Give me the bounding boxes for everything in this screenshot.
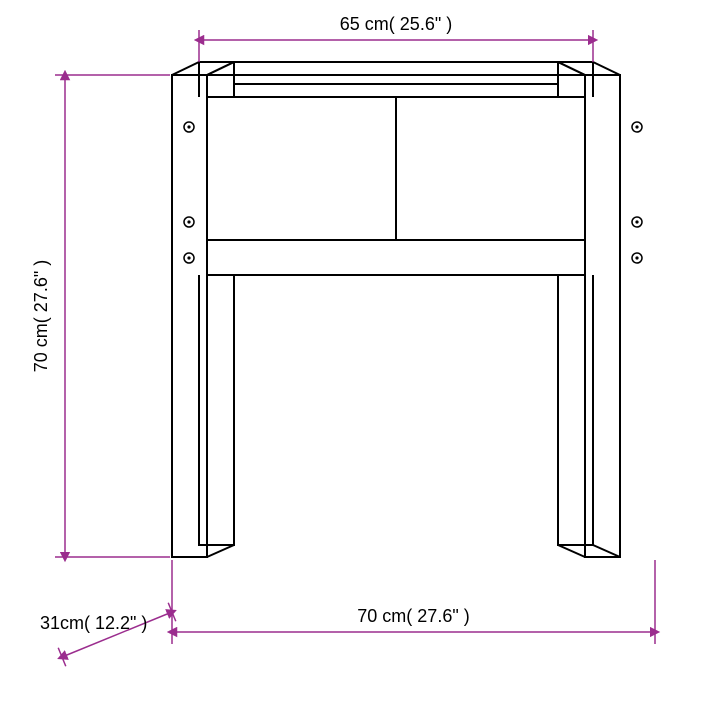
dimension-label: 70 cm( 27.6" )	[31, 260, 51, 372]
dimension-label: 31cm( 12.2" )	[40, 613, 147, 633]
screw-icon	[632, 253, 642, 263]
screw-icon	[184, 217, 194, 227]
screw-icon	[632, 122, 642, 132]
screw-icon	[184, 253, 194, 263]
dimension-label: 70 cm( 27.6" )	[357, 606, 469, 626]
dimension-label: 65 cm( 25.6" )	[340, 14, 452, 34]
front-rim	[207, 75, 585, 97]
furniture-drawing	[172, 62, 642, 557]
screw-icon	[632, 217, 642, 227]
screw-icon	[184, 122, 194, 132]
